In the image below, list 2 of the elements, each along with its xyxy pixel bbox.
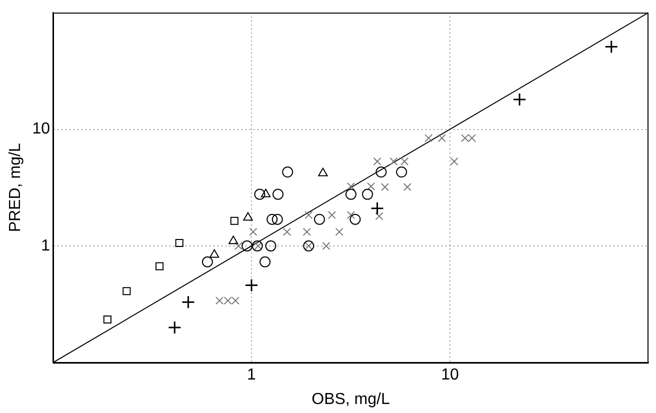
y-axis-title: PRED, mg/L — [7, 143, 24, 232]
x-axis-title: OBS, mg/L — [312, 390, 390, 408]
